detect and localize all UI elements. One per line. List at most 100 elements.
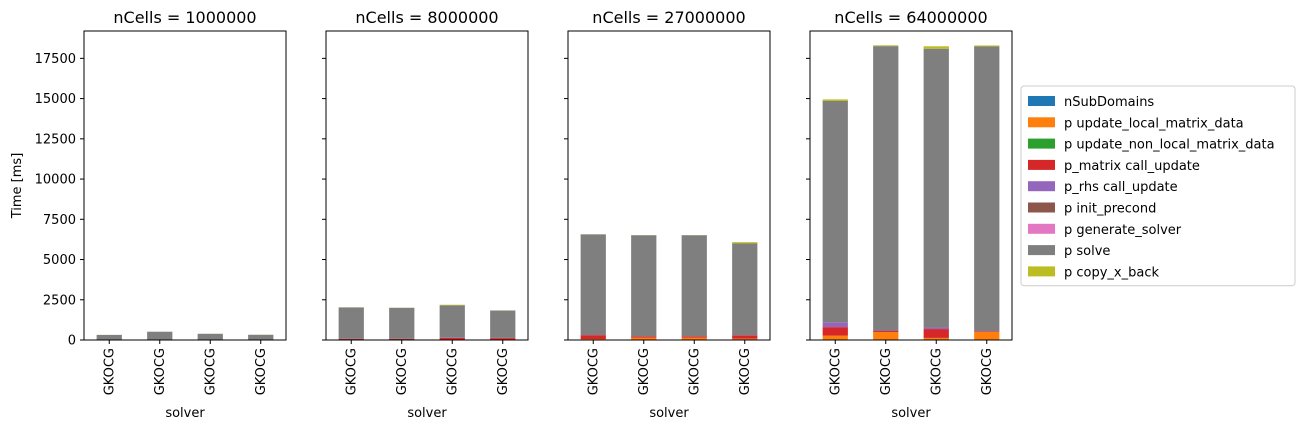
bar-segment xyxy=(974,46,1000,331)
bar-segment xyxy=(822,335,848,340)
x-tick-label: GKOCG xyxy=(879,348,894,395)
y-tick-label: 2500 xyxy=(43,293,76,308)
bar-stack xyxy=(439,304,465,340)
bar-segment xyxy=(389,307,415,339)
bar-segment xyxy=(389,338,415,340)
bar-segment xyxy=(439,304,465,306)
bar-segment xyxy=(338,338,364,340)
y-tick-label: 12500 xyxy=(35,132,76,147)
bar-stack xyxy=(923,46,949,340)
y-tick-label: 0 xyxy=(68,334,76,349)
legend-swatch xyxy=(1028,96,1055,106)
plot-frame xyxy=(809,30,1013,341)
bar-segment xyxy=(822,322,848,328)
bar-stack xyxy=(681,235,707,340)
legend-swatch xyxy=(1028,117,1055,128)
bar-segment xyxy=(439,337,465,340)
legend-item: p_rhs call_update xyxy=(1028,180,1178,195)
x-tick-label: GKOCG xyxy=(344,348,359,395)
panels-layer: nCells = 1000000 GKOCG GKOCG GKOCG GKOCG 0 250… xyxy=(10,8,1013,421)
bar-stack xyxy=(974,45,1000,340)
legend-label: p init_precond xyxy=(1064,202,1156,217)
bar-stack xyxy=(631,235,657,340)
bar-segment xyxy=(631,337,657,340)
bar-segment xyxy=(732,243,758,336)
bar-segment xyxy=(923,48,949,328)
legend-label: p_rhs call_update xyxy=(1064,180,1178,195)
bar-segment xyxy=(681,235,707,337)
bar-segment xyxy=(490,310,516,338)
bar-segment xyxy=(580,335,606,340)
x-tick-label: GKOCG xyxy=(980,348,995,395)
bar-segment xyxy=(490,338,516,340)
legend-item: nSubDomains xyxy=(1028,95,1154,110)
bar-segment xyxy=(873,46,899,331)
legend-swatch xyxy=(1028,223,1055,234)
bar-stack xyxy=(147,331,173,340)
plot-frame xyxy=(83,30,287,341)
legend-label: p_matrix call_update xyxy=(1064,159,1200,174)
x-tick-label: GKOCG xyxy=(496,348,511,395)
plot-frame xyxy=(325,30,529,341)
x-tick-label: GKOCG xyxy=(203,348,218,395)
bar-segment xyxy=(923,327,949,330)
y-tick-label: 10000 xyxy=(35,173,76,188)
bar-segment xyxy=(923,337,949,340)
y-tick-label: 15000 xyxy=(35,92,76,107)
x-tick-label: GKOCG xyxy=(637,348,652,395)
bar-stack xyxy=(490,310,516,340)
legend-label: p solve xyxy=(1064,244,1110,259)
x-tick-label: GKOCG xyxy=(929,348,944,395)
bar-segment xyxy=(248,334,274,340)
bar-stack xyxy=(389,307,415,340)
panel-title: nCells = 8000000 xyxy=(355,8,498,27)
bar-stack xyxy=(822,99,848,340)
panel-3: nCells = 27000000 GKOCG GKOCG GKOCG GKOCG sol… xyxy=(564,8,771,421)
legend-item: p copy_x_back xyxy=(1028,265,1159,280)
bar-segment xyxy=(681,337,707,340)
bar-segment xyxy=(439,305,465,338)
bar-segment xyxy=(873,45,899,47)
y-tick-label: 17500 xyxy=(35,52,76,67)
bar-segment xyxy=(732,335,758,339)
bar-stack xyxy=(197,333,223,340)
bar-segment xyxy=(974,331,1000,332)
bar-segment xyxy=(197,333,223,340)
y-tick-label: 5000 xyxy=(43,253,76,268)
legend-box xyxy=(1020,85,1296,287)
legend-label: p copy_x_back xyxy=(1064,265,1159,280)
legend-item: p solve xyxy=(1028,244,1110,259)
bar-stack xyxy=(96,334,122,340)
bar-segment xyxy=(681,336,707,338)
bar-segment xyxy=(822,99,848,102)
legend-item: p generate_solver xyxy=(1028,223,1182,238)
panel-1: nCells = 1000000 GKOCG GKOCG GKOCG GKOCG 0 250… xyxy=(35,8,287,421)
x-tick-label: GKOCG xyxy=(445,348,460,395)
legend-item: p update_non_local_matrix_data xyxy=(1028,138,1275,153)
x-tick-label: GKOCG xyxy=(687,348,702,395)
bar-segment xyxy=(96,334,122,340)
panel-4: nCells = 64000000 GKOCG GKOCG GKOCG GKOCG sol… xyxy=(806,8,1013,421)
bar-segment xyxy=(732,338,758,340)
legend-swatch xyxy=(1028,245,1055,256)
bar-stack xyxy=(732,242,758,340)
bar-segment xyxy=(974,331,1000,340)
bar-stack xyxy=(248,334,274,340)
bar-segment xyxy=(338,307,364,339)
x-axis-label: solver xyxy=(891,406,931,421)
legend-swatch xyxy=(1028,181,1055,192)
panel-title: nCells = 64000000 xyxy=(834,8,987,27)
bar-segment xyxy=(923,329,949,338)
legend-swatch xyxy=(1028,138,1055,149)
bar-segment xyxy=(580,234,606,336)
bar-segment xyxy=(923,46,949,49)
legend-item: p_matrix call_update xyxy=(1028,159,1200,174)
x-tick-label: GKOCG xyxy=(828,348,843,395)
bar-stack xyxy=(873,45,899,340)
legend-label: p update_local_matrix_data xyxy=(1064,116,1244,131)
x-tick-label: GKOCG xyxy=(254,348,269,395)
x-axis-label: solver xyxy=(649,406,689,421)
bar-segment xyxy=(974,45,1000,47)
